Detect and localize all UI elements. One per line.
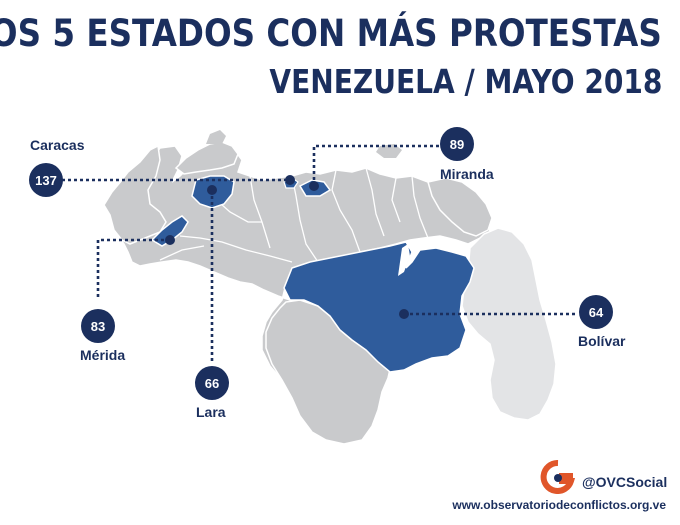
label-caracas: Caracas: [30, 137, 85, 153]
state-merida: [150, 215, 189, 247]
label-lara: Lara: [196, 404, 226, 420]
map-land-falcon: [174, 141, 239, 175]
leader-miranda: [312, 144, 440, 186]
count-miranda: 89: [440, 127, 474, 161]
pin-miranda: [309, 181, 319, 191]
map-land-margarita: [376, 144, 402, 158]
label-merida: Mérida: [80, 347, 125, 363]
page-title: LOS 5 ESTADOS CON MÁS PROTESTAS: [0, 12, 662, 55]
count-lara-value: 66: [205, 376, 219, 391]
pin-merida: [165, 235, 175, 245]
map-land-esequiba: [461, 227, 557, 421]
count-merida: 83: [81, 309, 115, 343]
pin-bolivar: [399, 309, 409, 319]
count-lara: 66: [195, 366, 229, 400]
pin-caracas: [285, 175, 295, 185]
count-merida-value: 83: [91, 319, 105, 334]
label-miranda: Miranda: [440, 166, 494, 182]
count-caracas: 137: [29, 163, 63, 197]
leader-merida: [96, 238, 170, 300]
social-handle: @OVCSocial: [582, 474, 668, 490]
count-bolivar-value: 64: [589, 305, 604, 320]
count-miranda-value: 89: [450, 137, 464, 152]
pin-lara: [207, 185, 217, 195]
ovc-logo-icon: [540, 460, 576, 494]
map-land-paraguana: [206, 130, 226, 144]
count-bolivar: 64: [579, 295, 613, 329]
map-land-zulia: [103, 144, 167, 245]
label-bolivar: Bolívar: [578, 333, 626, 349]
pin-dots: [165, 175, 409, 319]
count-caracas-value: 137: [35, 173, 57, 188]
bolivar-reservoir: [398, 244, 410, 276]
map-land-delta: [427, 177, 493, 237]
website-url: www.observatoriodeconflictos.org.ve: [452, 498, 666, 512]
page-subtitle: VENEZUELA / MAYO 2018: [268, 62, 662, 101]
leader-lines: [62, 144, 578, 362]
